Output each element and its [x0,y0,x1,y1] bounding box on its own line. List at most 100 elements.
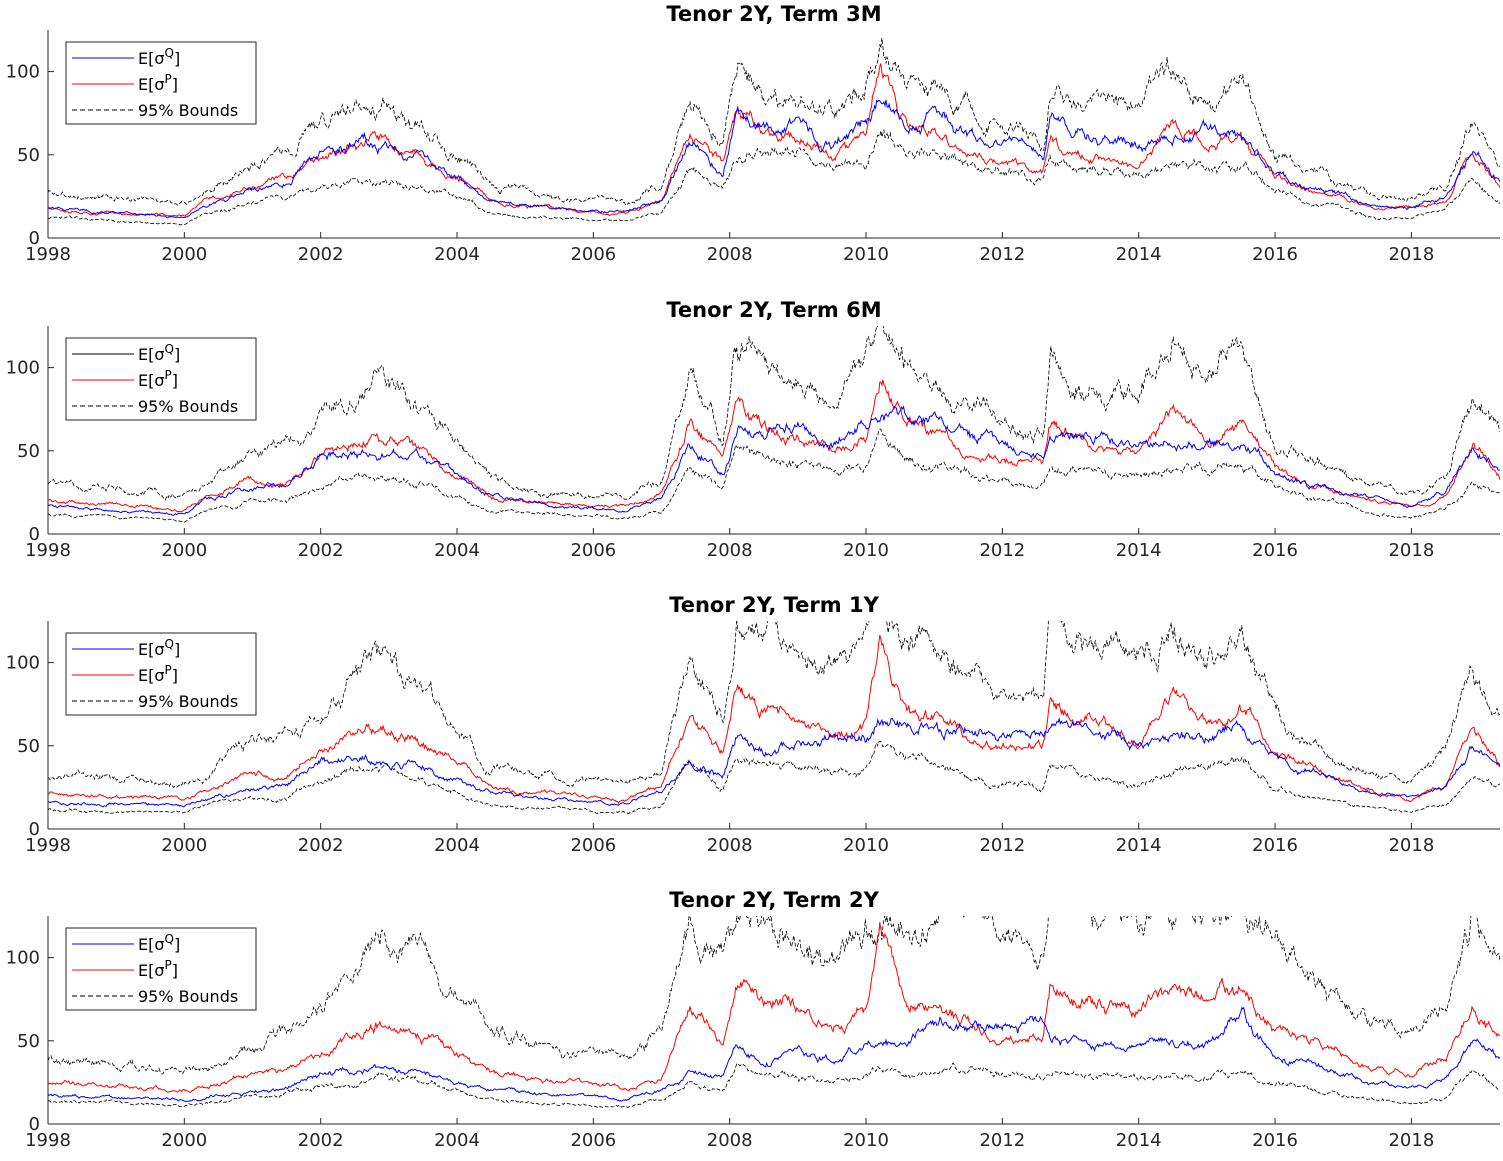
legend-label: E[σQ] [138,46,180,68]
series-line-sigmaQ [48,716,1500,808]
y-tick-label: 0 [29,524,40,545]
series-line-bounds-upper [48,37,1500,206]
x-tick-label: 2018 [1388,1130,1434,1151]
x-tick-label: 2014 [1116,1130,1162,1151]
x-tick-label: 2006 [570,540,616,561]
x-tick-label: 2000 [161,1130,207,1151]
x-tick-label: 2012 [979,540,1025,561]
legend-label: E[σP] [138,958,178,980]
legend: E[σQ] E[σP] 95% Bounds [65,927,257,1011]
legend: E[σQ] E[σP] 95% Bounds [65,41,257,125]
legend-label: E[σP] [138,72,178,94]
chart-panel-1: Tenor 2Y, Term 3M 0 50 100 1998 2000 2002 2004 2… [6,2,1500,265]
x-tick-label: 2008 [707,244,753,265]
x-tick-label: 2008 [707,1130,753,1151]
legend-label: E[σP] [138,368,178,390]
x-tick-label: 2010 [843,244,889,265]
x-tick-label: 2010 [843,540,889,561]
series-group [48,621,1500,815]
y-tick-label: 0 [29,228,40,249]
series-line-bounds-upper [48,326,1500,501]
x-tick-label: 2004 [434,1130,480,1151]
series-line-sigmaP [48,634,1500,805]
legend-label: E[σQ] [138,637,180,659]
legend-label: 95% Bounds [138,397,238,416]
x-tick-label: 2012 [979,244,1025,265]
y-tick-label: 0 [29,819,40,840]
x-tick-label: 2014 [1116,540,1162,561]
chart-title: Tenor 2Y, Term 1Y [669,593,879,617]
series-line-bounds-lower [48,740,1500,815]
x-tick-label: 2002 [298,540,344,561]
x-tick-label: 2014 [1116,835,1162,856]
x-tick-label: 2002 [298,1130,344,1151]
x-tick-label: 2016 [1252,540,1298,561]
series-line-sigmaP [48,379,1500,513]
x-tick-label: 1998 [25,540,71,561]
legend-box [65,337,257,421]
legend-label: E[σP] [138,663,178,685]
legend-label: 95% Bounds [138,692,238,711]
x-tick-label: 2010 [843,835,889,856]
x-tick-label: 2006 [570,835,616,856]
chart-title: Tenor 2Y, Term 3M [666,2,881,26]
y-tick-label: 50 [17,145,40,166]
legend-label: 95% Bounds [138,987,238,1006]
x-tick-label: 2002 [298,244,344,265]
x-tick-label: 2004 [434,540,480,561]
legend-label: E[σQ] [138,342,180,364]
x-tick-label: 2000 [161,540,207,561]
x-tick-label: 1998 [25,835,71,856]
y-tick-label: 50 [17,441,40,462]
x-tick-label: 2018 [1388,835,1434,856]
legend: E[σQ] E[σP] 95% Bounds [65,632,257,716]
x-tick-label: 2014 [1116,244,1162,265]
chart-panel-2: Tenor 2Y, Term 6M 0 50 100 1998 2000 2002 2004 2… [6,298,1500,561]
x-tick-label: 2018 [1388,540,1434,561]
series-group [48,37,1500,226]
x-tick-label: 2004 [434,244,480,265]
x-tick-label: 2012 [979,1130,1025,1151]
chart-panel-3: Tenor 2Y, Term 1Y 0 50 100 1998 2000 2002 2004 2… [6,593,1500,856]
x-tick-label: 2018 [1388,244,1434,265]
series-line-bounds-lower [48,428,1500,523]
x-tick-label: 2016 [1252,1130,1298,1151]
series-group [48,326,1500,523]
x-tick-label: 2016 [1252,835,1298,856]
series-line-sigmaP [48,923,1500,1094]
y-tick-label: 0 [29,1114,40,1135]
x-tick-label: 2016 [1252,244,1298,265]
x-tick-label: 2000 [161,835,207,856]
y-tick-label: 100 [6,948,40,969]
x-tick-label: 1998 [25,244,71,265]
y-tick-label: 50 [17,736,40,757]
series-line-bounds-upper [48,621,1500,789]
series-line-sigmaQ [48,1006,1500,1103]
legend-label: E[σQ] [138,932,180,954]
x-tick-label: 2002 [298,835,344,856]
series-line-sigmaP [48,63,1500,217]
y-tick-label: 100 [6,358,40,379]
chart-title: Tenor 2Y, Term 2Y [669,888,879,912]
x-tick-label: 2008 [707,835,753,856]
x-tick-label: 2006 [570,244,616,265]
y-tick-label: 100 [6,62,40,83]
series-line-sigmaQ [48,99,1500,219]
x-tick-label: 2012 [979,835,1025,856]
x-tick-label: 1998 [25,1130,71,1151]
chart-panel-4: Tenor 2Y, Term 2Y 0 50 100 1998 2000 2002 2004 2… [6,888,1500,1151]
x-tick-label: 2010 [843,1130,889,1151]
series-line-sigmaQ [48,405,1500,516]
x-tick-label: 2008 [707,540,753,561]
series-line-bounds-upper [48,916,1500,1075]
x-tick-label: 2000 [161,244,207,265]
x-tick-label: 2006 [570,1130,616,1151]
series-group [48,916,1500,1109]
chart-title: Tenor 2Y, Term 6M [666,298,881,322]
series-line-bounds-lower [48,1062,1500,1109]
series-line-bounds-lower [48,129,1500,226]
y-tick-label: 100 [6,653,40,674]
y-tick-label: 50 [17,1031,40,1052]
x-tick-label: 2004 [434,835,480,856]
